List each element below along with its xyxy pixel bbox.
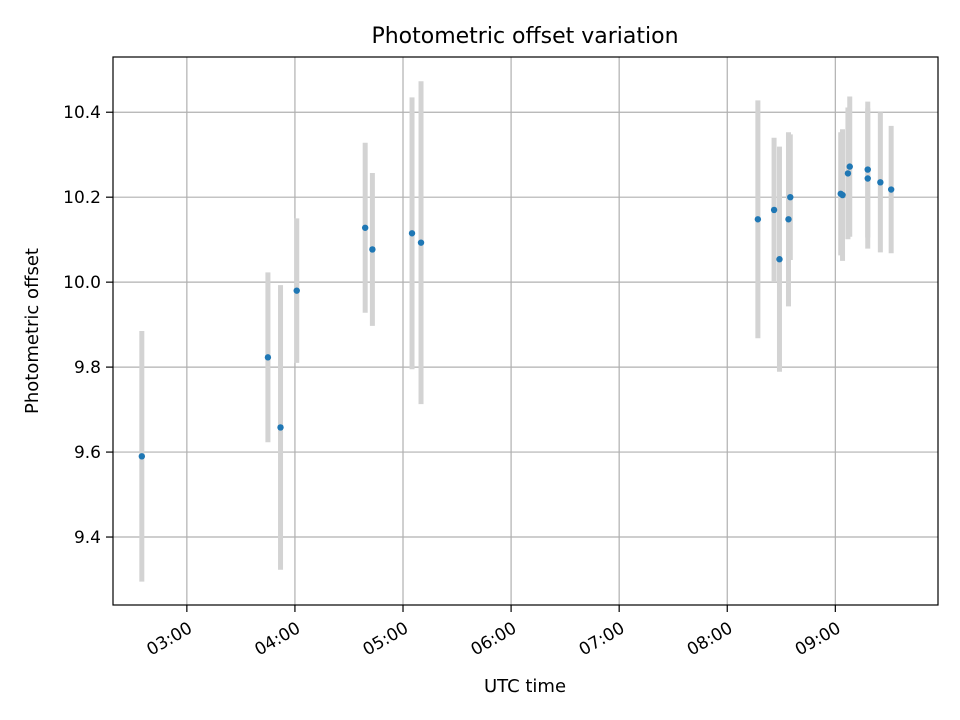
data-point: [887, 186, 895, 193]
plot-frame: [112, 56, 939, 606]
grid: [113, 57, 938, 605]
y-tick-label: 10.0: [63, 273, 101, 293]
data-point: [839, 191, 846, 199]
x-tick-label: 06:00: [468, 618, 520, 660]
y-axis-ticks: 9.4 9.6 9.8 10.0 10.2 10.4: [63, 103, 113, 548]
data-point: [864, 175, 871, 182]
data-point: [293, 287, 300, 294]
data-point: [417, 239, 425, 246]
x-tick-label: 09:00: [792, 618, 844, 660]
data-point: [277, 424, 284, 431]
x-axis-ticks: 03:00 04:00 05:00 06:00 07:00 08:00 09:00: [143, 605, 844, 660]
data-points: [138, 163, 895, 460]
y-tick-label: 9.8: [74, 358, 101, 378]
x-tick-label: 03:00: [143, 618, 195, 660]
data-point: [138, 453, 146, 460]
data-point: [844, 170, 852, 177]
data-point: [864, 166, 871, 173]
data-point: [361, 224, 369, 231]
data-point: [770, 206, 778, 214]
data-point: [776, 256, 783, 263]
data-point: [754, 216, 762, 223]
chart-title: Photometric offset variation: [371, 24, 678, 49]
y-tick-label: 10.4: [63, 103, 101, 123]
y-tick-label: 9.6: [74, 443, 101, 463]
data-point: [877, 179, 884, 186]
data-point: [369, 246, 376, 253]
y-tick-label: 10.2: [63, 188, 101, 208]
x-axis-label: UTC time: [484, 676, 566, 697]
x-tick-label: 08:00: [684, 618, 736, 660]
data-point: [785, 216, 792, 223]
plot-background: [113, 57, 938, 605]
data-point: [846, 163, 853, 170]
data-point: [264, 354, 272, 361]
x-tick-label: 04:00: [252, 618, 304, 660]
x-tick-label: 07:00: [576, 618, 628, 660]
y-axis-label: Photometric offset: [22, 248, 43, 414]
y-tick-label: 9.4: [74, 528, 101, 548]
data-point: [408, 230, 416, 237]
data-point: [787, 193, 794, 201]
x-tick-label: 05:00: [360, 618, 412, 660]
